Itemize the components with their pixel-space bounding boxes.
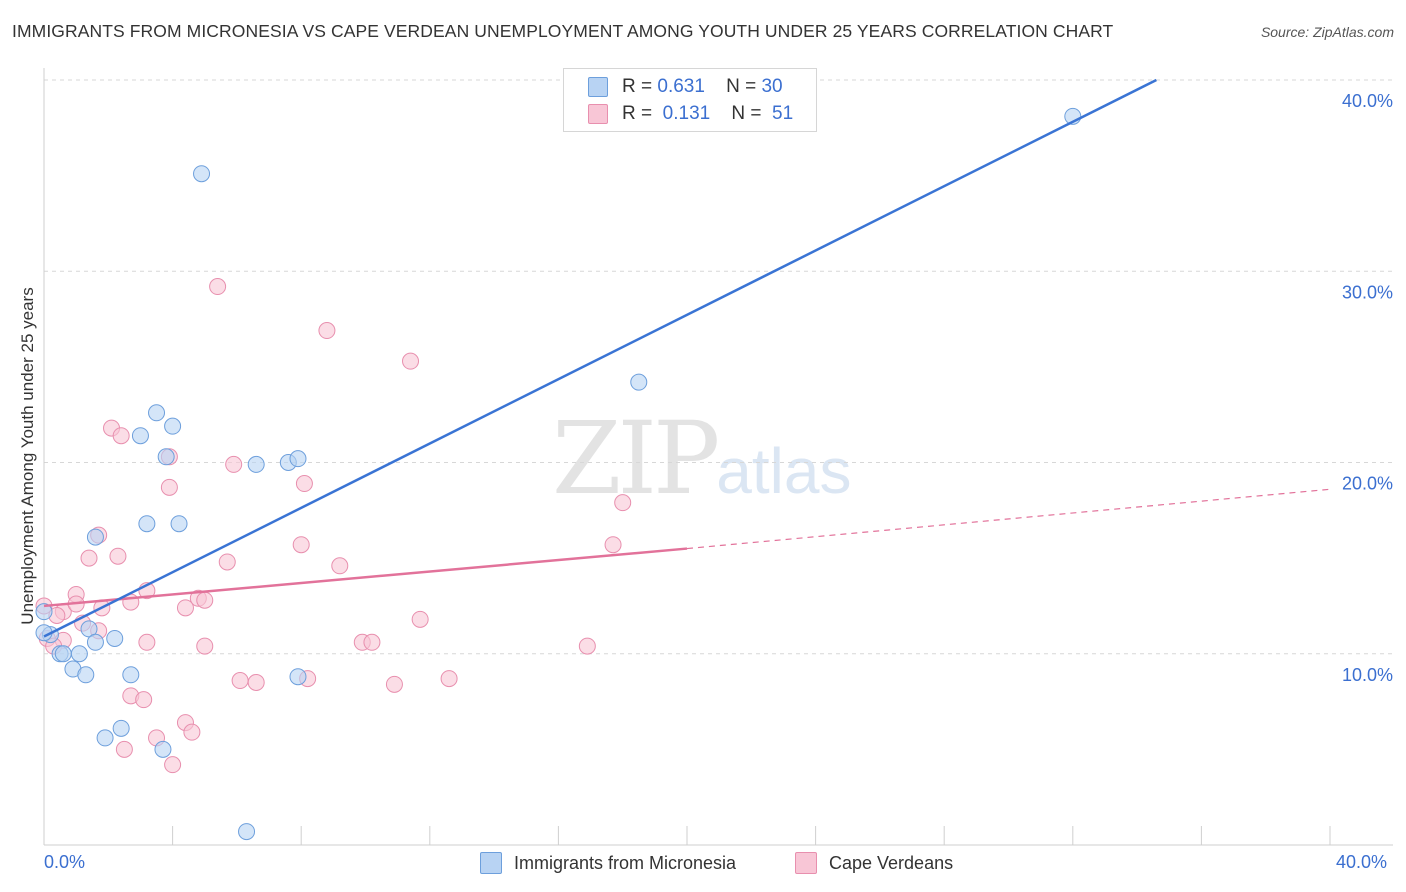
watermark-zip: ZIP bbox=[552, 400, 720, 517]
x-tick-label-max: 40.0% bbox=[1336, 852, 1388, 872]
chart-title: IMMIGRANTS FROM MICRONESIA VS CAPE VERDE… bbox=[12, 21, 1114, 41]
micronesia-point bbox=[54, 645, 72, 663]
y-tick-label: 30.0% bbox=[1342, 282, 1393, 302]
cape-verdean-point bbox=[440, 670, 458, 688]
legend-r-label: R = bbox=[622, 103, 653, 124]
cape-verdean-trendline-extension bbox=[686, 488, 1331, 550]
bottom-legend-cape-verdeans: Cape Verdeans bbox=[795, 852, 953, 874]
legend-n-label: N = bbox=[731, 103, 762, 124]
y-axis-label: Unemployment Among Youth under 25 years bbox=[18, 287, 37, 625]
micronesia-point bbox=[70, 645, 88, 663]
legend-n-value-micronesia: 30 bbox=[761, 76, 783, 97]
micronesia-point bbox=[164, 417, 182, 435]
micronesia-point bbox=[86, 633, 104, 651]
cape-verdean-point bbox=[115, 740, 133, 758]
cape-verdean-point bbox=[295, 475, 313, 493]
cape-verdean-trendline bbox=[43, 547, 688, 608]
y-tick-label: 20.0% bbox=[1342, 474, 1393, 494]
cape-verdean-point bbox=[578, 637, 596, 655]
cape-verdean-point bbox=[614, 494, 632, 512]
micronesia-point bbox=[106, 629, 124, 647]
legend-row-micronesia: R = 0.631 N = 30 bbox=[588, 75, 783, 99]
legend-n-value-cape-verdeans: 51 bbox=[772, 103, 794, 124]
bottom-legend-swatch-blue bbox=[480, 852, 502, 874]
cape-verdean-point bbox=[411, 610, 429, 628]
cape-verdean-point bbox=[225, 455, 243, 473]
cape-verdean-point bbox=[135, 691, 153, 709]
micronesia-point bbox=[157, 448, 175, 466]
cape-verdean-point bbox=[164, 756, 182, 774]
legend-r-value-cape-verdeans: 0.131 bbox=[662, 103, 711, 124]
cape-verdean-point bbox=[160, 478, 178, 496]
cape-verdean-point bbox=[138, 633, 156, 651]
cape-verdean-point bbox=[196, 637, 214, 655]
cape-verdean-point bbox=[247, 673, 265, 691]
cape-verdean-point bbox=[604, 536, 622, 554]
bottom-legend-micronesia: Immigrants from Micronesia bbox=[480, 852, 736, 874]
micronesia-point bbox=[289, 668, 307, 686]
micronesia-point bbox=[96, 729, 114, 747]
cape-verdean-point bbox=[385, 675, 403, 693]
cape-verdean-point bbox=[109, 547, 127, 565]
bottom-legend-label-micronesia: Immigrants from Micronesia bbox=[514, 852, 737, 873]
micronesia-point bbox=[238, 823, 256, 841]
micronesia-trendline bbox=[43, 78, 1157, 638]
correlation-legend: R = 0.631 N = 30 R = 0.131 N = 51 bbox=[563, 68, 817, 132]
legend-swatch-pink bbox=[588, 104, 608, 124]
legend-r-label: R = bbox=[622, 76, 653, 97]
micronesia-point bbox=[77, 666, 95, 684]
micronesia-point bbox=[247, 455, 265, 473]
watermark-atlas: atlas bbox=[716, 435, 852, 507]
legend-n-label: N = bbox=[726, 76, 757, 97]
cape-verdean-point bbox=[80, 549, 98, 567]
cape-verdean-point bbox=[318, 322, 336, 340]
legend-row-cape-verdeans: R = 0.131 N = 51 bbox=[588, 102, 793, 126]
micronesia-point bbox=[170, 515, 188, 533]
legend-swatch-blue bbox=[588, 77, 608, 97]
legend-r-value-micronesia: 0.631 bbox=[657, 76, 705, 97]
micronesia-point bbox=[86, 528, 104, 546]
cape-verdean-point bbox=[292, 536, 310, 554]
micronesia-point bbox=[193, 165, 211, 183]
micronesia-point bbox=[289, 450, 307, 468]
micronesia-point bbox=[35, 603, 53, 621]
cape-verdean-point bbox=[218, 553, 236, 571]
micronesia-point bbox=[112, 719, 130, 737]
cape-verdean-point bbox=[331, 557, 349, 575]
cape-verdean-point bbox=[183, 723, 201, 741]
y-tick-label: 10.0% bbox=[1342, 665, 1393, 685]
cape-verdean-point bbox=[176, 599, 194, 617]
watermark: ZIPatlas bbox=[552, 400, 851, 517]
micronesia-point bbox=[138, 515, 156, 533]
cape-verdean-point bbox=[231, 672, 249, 690]
y-tick-label: 40.0% bbox=[1342, 91, 1393, 111]
cape-verdean-point bbox=[402, 352, 420, 370]
micronesia-point bbox=[154, 740, 172, 758]
cape-verdean-point bbox=[112, 427, 130, 445]
chart-source: Source: ZipAtlas.com bbox=[1260, 24, 1394, 40]
micronesia-point bbox=[630, 373, 648, 391]
micronesia-point bbox=[122, 666, 140, 684]
cape-verdean-point bbox=[209, 278, 227, 296]
cape-verdean-point bbox=[196, 591, 214, 609]
bottom-legend-swatch-pink bbox=[795, 852, 817, 874]
bottom-legend-label-cape-verdeans: Cape Verdeans bbox=[829, 852, 954, 873]
cape-verdean-point bbox=[363, 633, 381, 651]
micronesia-point bbox=[148, 404, 166, 422]
micronesia-point bbox=[131, 427, 149, 445]
x-tick-label-min: 0.0% bbox=[44, 852, 86, 872]
